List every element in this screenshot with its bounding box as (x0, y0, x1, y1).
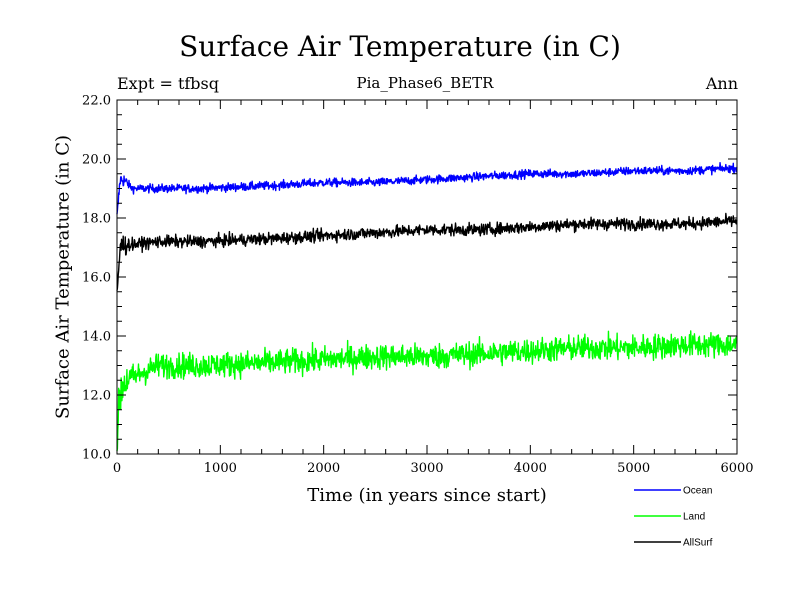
chart-subtitle: Pia_Phase6_BETR (356, 74, 494, 92)
series-line-ocean (116, 162, 738, 215)
y-tick-label: 12.0 (82, 389, 111, 404)
experiment-label: Expt = tfbsq (117, 74, 219, 93)
y-tick-label: 16.0 (82, 271, 111, 286)
legend-label-land: Land (683, 512, 705, 523)
series-line-land (116, 330, 738, 452)
y-tick-label: 14.0 (82, 330, 111, 345)
legend-label-ocean: Ocean (683, 486, 712, 497)
x-tick-label: 2000 (307, 461, 340, 476)
x-axis-label: Time (in years since start) (307, 485, 547, 506)
y-tick-label: 22.0 (82, 94, 111, 109)
x-tick-label: 0 (113, 461, 121, 476)
series-line-allsurf (116, 212, 738, 291)
x-tick-label: 3000 (410, 461, 443, 476)
legend-label-allsurf: AllSurf (683, 538, 713, 549)
y-tick-label: 10.0 (82, 448, 111, 463)
x-tick-label: 6000 (720, 461, 753, 476)
y-tick-label: 20.0 (82, 153, 111, 168)
plot-frame (116, 99, 738, 455)
x-tick-label: 5000 (617, 461, 650, 476)
y-tick-label: 18.0 (82, 212, 111, 227)
chart-title: Surface Air Temperature (in C) (179, 30, 621, 63)
x-tick-label: 4000 (514, 461, 547, 476)
x-tick-label: 1000 (204, 461, 237, 476)
period-label: Ann (705, 74, 738, 93)
